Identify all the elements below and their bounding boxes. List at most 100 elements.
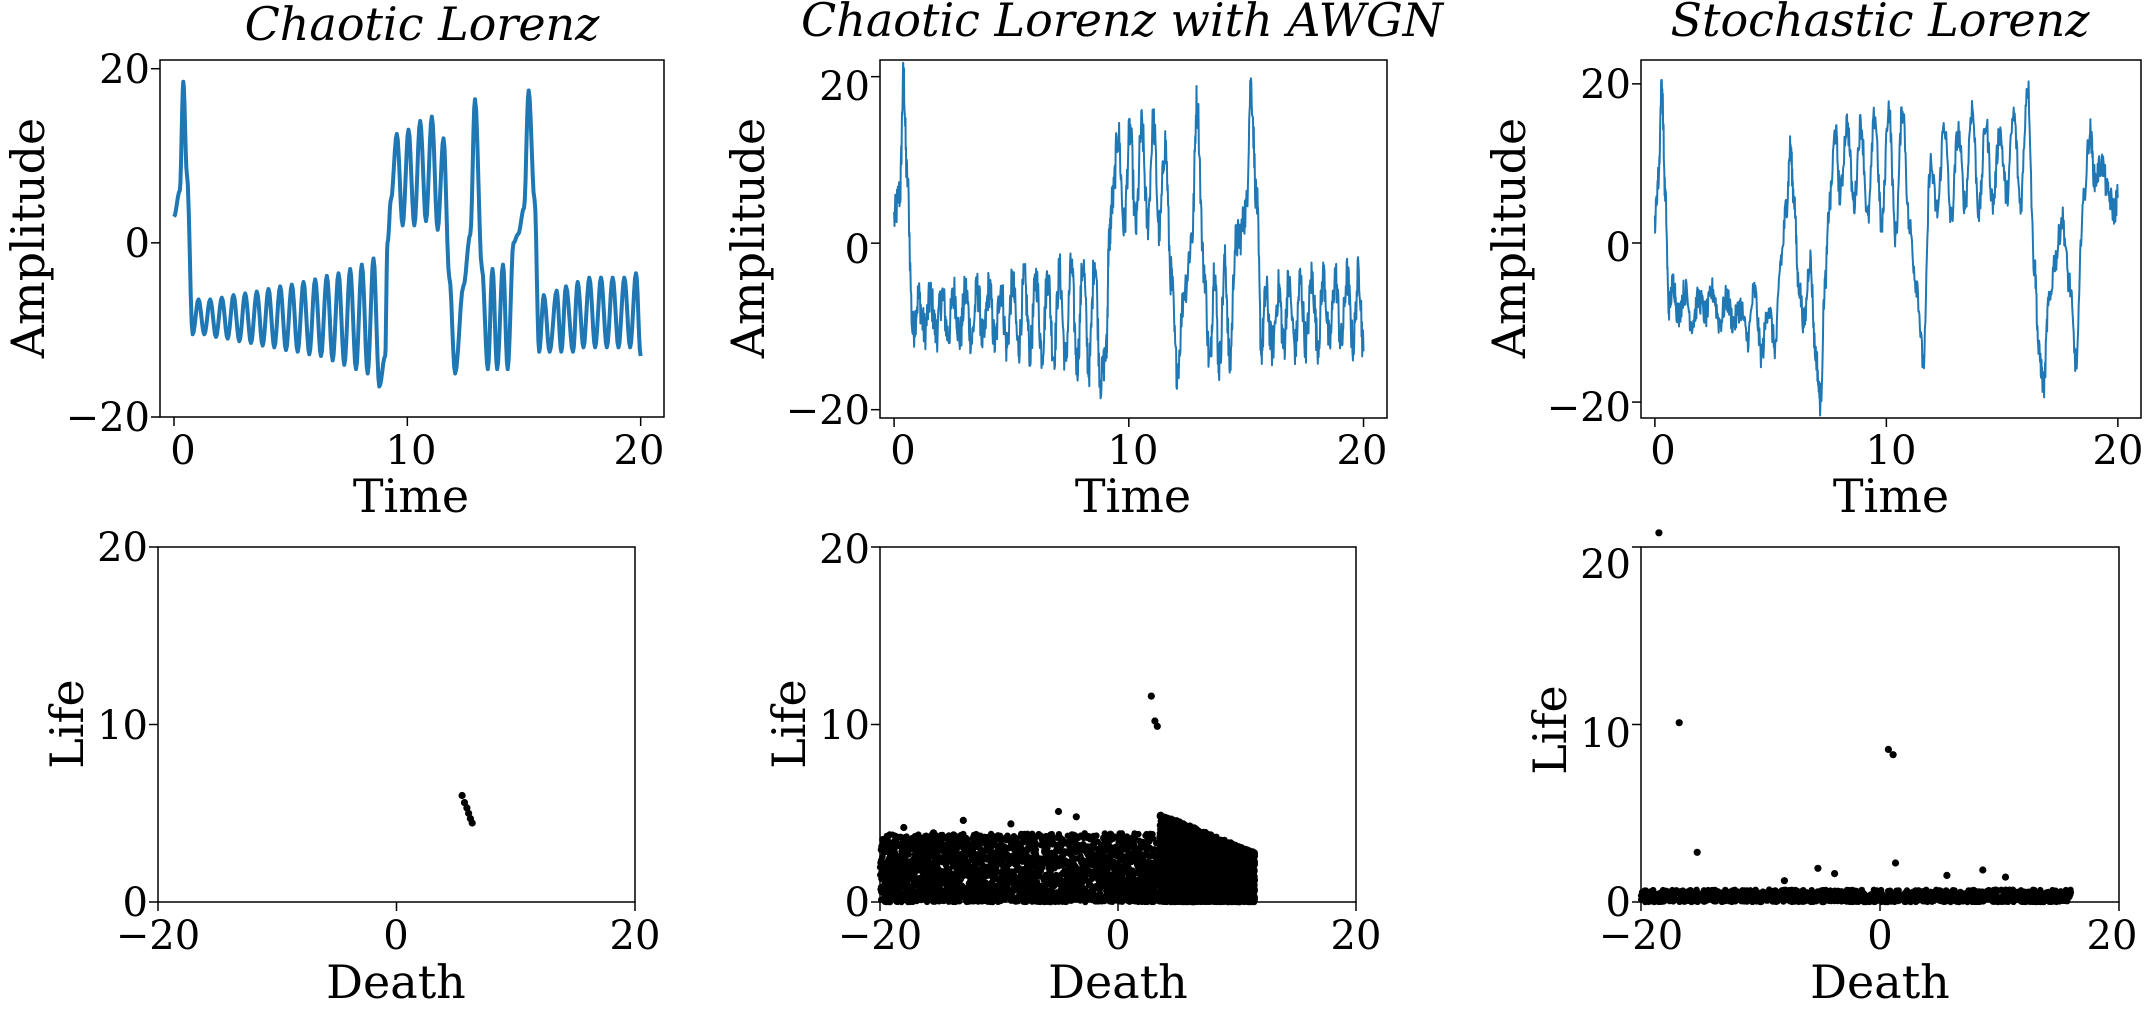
scatter-point [1058, 888, 1066, 895]
scatter-point [1012, 859, 1019, 866]
scatter-point [960, 830, 967, 838]
series-line [172, 79, 643, 389]
scatter-point [904, 883, 912, 890]
x-tick-label: 10 [1866, 428, 1917, 474]
scatter-point [902, 872, 910, 880]
scatter-point [1037, 859, 1044, 867]
y-tick-label: 10 [97, 703, 148, 749]
scatter-point [970, 833, 977, 841]
scatter-point [1077, 880, 1084, 887]
x-axis-label: Time [353, 469, 469, 523]
scatter-point [1060, 849, 1068, 857]
scatter-point [983, 893, 990, 901]
scatter-point [1017, 840, 1024, 847]
scatter-point [932, 858, 940, 866]
scatter-point [1099, 877, 1107, 884]
scatter-point [1122, 889, 1130, 896]
scatter-point [1037, 891, 1045, 899]
scatter-point [878, 843, 885, 850]
scatter-point [887, 880, 895, 887]
scatter-point [1051, 874, 1059, 881]
scatter-point [964, 836, 971, 843]
scatter-point [933, 882, 940, 890]
y-tick-label: 20 [97, 525, 148, 571]
scatter-point [893, 837, 900, 845]
scatter-point [1133, 856, 1140, 864]
scatter-point [1144, 832, 1151, 839]
scatter-point [1080, 846, 1088, 854]
scatter-point [1103, 865, 1110, 872]
scatter-point [1036, 873, 1044, 880]
scatter-point [1149, 875, 1157, 883]
plot-frame [157, 546, 636, 903]
scatter-point [912, 832, 920, 839]
scatter-point [1043, 893, 1051, 900]
scatter-point [1012, 848, 1020, 856]
scatter-point [1147, 890, 1154, 897]
scatter-point [1085, 879, 1093, 887]
scatter-point [1029, 884, 1036, 892]
panel-stochastic-lorenz: Stochastic Lorenz 0 10 20 −20 0 20 Time … [1482, 0, 2143, 523]
scatter-point [1032, 858, 1039, 865]
scatter-point [1114, 851, 1122, 859]
y-tick-label: 20 [99, 47, 150, 93]
x-tick-label: 20 [614, 428, 665, 474]
y-tick-label: −20 [66, 395, 150, 441]
scatter-point [892, 870, 900, 877]
series-line [893, 61, 1365, 400]
scatter-point [984, 856, 991, 863]
scatter-point [1112, 843, 1119, 850]
scatter-point [1052, 848, 1059, 856]
scatter-point [1146, 838, 1153, 845]
x-tick-label: 10 [1108, 428, 1159, 474]
scatter-point [1070, 834, 1077, 842]
scatter-point [1014, 898, 1021, 905]
scatter-point [951, 885, 959, 892]
scatter-point [1054, 841, 1061, 849]
scatter-point [977, 835, 984, 842]
scatter-point [1116, 830, 1123, 837]
scatter-point [1096, 861, 1104, 869]
scatter-point [1020, 866, 1027, 873]
scatter-point [458, 791, 466, 800]
scatter-point [985, 886, 992, 893]
scatter-point [1111, 867, 1119, 874]
scatter-point [1058, 882, 1066, 889]
y-tick-label: 20 [1580, 62, 1631, 108]
scatter-point [962, 895, 969, 903]
scatter-point [1106, 858, 1114, 865]
scatter-point [1042, 839, 1050, 846]
scatter-point [1098, 846, 1106, 854]
scatter-point [922, 853, 929, 861]
scatter-point [950, 853, 957, 860]
scatter-point [934, 865, 942, 872]
scatter-point [1007, 870, 1015, 877]
x-axis-label: Death [326, 955, 466, 1009]
x-tick-label: −20 [116, 913, 200, 959]
panel-persistence-chaotic: −20 0 20 0 10 20 Death Life [40, 525, 660, 1009]
scatter-point [938, 874, 946, 882]
scatter-point [877, 871, 885, 878]
y-tick-label: 0 [123, 880, 148, 926]
scatter-point [1077, 853, 1084, 860]
scatter-point [1088, 861, 1096, 869]
scatter-point [1089, 834, 1097, 841]
scatter-point [1131, 883, 1139, 890]
scatter-point [1017, 875, 1024, 882]
scatter-point [890, 851, 897, 858]
scatter-point [1045, 859, 1053, 866]
scatter-point [1107, 830, 1115, 838]
scatter-point [957, 854, 964, 861]
scatter-point [884, 834, 892, 841]
scatter-point [1133, 891, 1140, 898]
x-tick-label: 20 [2093, 428, 2144, 474]
scatter-point [1125, 864, 1132, 871]
scatter-point [1086, 868, 1094, 875]
scatter-point [1067, 891, 1074, 899]
scatter-point [884, 840, 891, 847]
scatter-point [1004, 893, 1011, 900]
y-tick-label: −20 [1547, 385, 1631, 431]
scatter-point [1077, 858, 1085, 866]
scatter-point [1117, 886, 1124, 894]
